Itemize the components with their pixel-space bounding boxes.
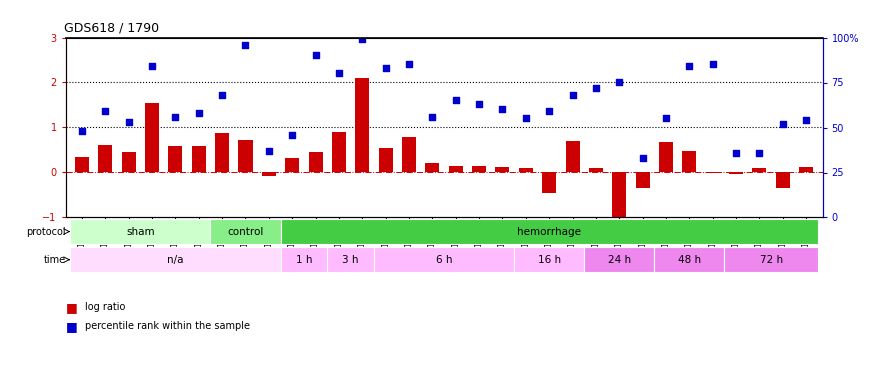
Text: n/a: n/a (167, 255, 184, 265)
Text: 16 h: 16 h (537, 255, 561, 265)
Point (379, 65, 393, 71)
Text: 3 h: 3 h (342, 255, 359, 265)
Text: sham: sham (126, 226, 155, 237)
Bar (192, 146, 206, 172)
Bar (309, 152, 323, 172)
Point (635, 155, 649, 161)
Bar (281, 247, 327, 272)
Text: time: time (44, 255, 66, 265)
Point (659, 116, 673, 122)
Bar (776, 172, 790, 188)
Bar (211, 219, 281, 244)
Point (98, 108, 112, 114)
Point (776, 121, 790, 127)
Point (215, 92, 229, 98)
Bar (425, 164, 439, 172)
Point (285, 132, 299, 138)
Point (682, 63, 696, 69)
Bar (332, 132, 346, 172)
Bar (584, 247, 654, 272)
Point (145, 63, 159, 69)
Bar (473, 166, 487, 172)
Bar (239, 140, 253, 172)
Bar (281, 219, 818, 244)
Bar (565, 141, 579, 172)
Bar (589, 168, 603, 172)
Bar (168, 146, 182, 172)
Point (706, 62, 720, 68)
Bar (75, 157, 89, 172)
Point (402, 62, 416, 68)
Bar (519, 168, 533, 172)
Point (262, 148, 276, 154)
Text: GDS618 / 1790: GDS618 / 1790 (64, 22, 159, 35)
Point (589, 85, 603, 91)
Text: control: control (228, 226, 263, 237)
Point (332, 70, 346, 76)
Bar (70, 247, 281, 272)
Text: protocol: protocol (26, 226, 66, 237)
Point (495, 106, 509, 112)
Bar (355, 78, 369, 172)
Point (239, 42, 253, 48)
Text: ■: ■ (66, 301, 77, 314)
Bar (122, 152, 136, 172)
Bar (542, 172, 556, 193)
Bar (327, 247, 374, 272)
Text: percentile rank within the sample: percentile rank within the sample (85, 321, 250, 331)
Bar (215, 133, 229, 172)
Bar (374, 247, 514, 272)
Bar (285, 158, 299, 172)
Point (612, 80, 626, 86)
Point (565, 92, 579, 98)
Point (449, 98, 463, 104)
Bar (729, 172, 743, 174)
Bar (612, 172, 626, 220)
Point (729, 150, 743, 156)
Point (799, 117, 813, 123)
Bar (706, 172, 720, 173)
Bar (514, 247, 584, 272)
Point (355, 36, 369, 42)
Bar (724, 247, 818, 272)
Bar (262, 172, 276, 176)
Point (473, 101, 487, 107)
Bar (402, 137, 416, 172)
Text: 6 h: 6 h (436, 255, 452, 265)
Point (122, 119, 136, 125)
Bar (659, 142, 673, 172)
Point (192, 110, 206, 116)
Point (542, 108, 556, 114)
Point (75, 128, 89, 134)
Bar (752, 168, 766, 172)
Bar (98, 146, 112, 172)
Point (425, 114, 439, 120)
Text: log ratio: log ratio (85, 303, 125, 312)
Bar (145, 103, 159, 172)
Text: 48 h: 48 h (678, 255, 701, 265)
Point (752, 150, 766, 156)
Bar (379, 148, 393, 172)
Point (168, 114, 182, 120)
Bar (654, 247, 724, 272)
Point (519, 116, 533, 122)
Bar (449, 166, 463, 172)
Bar (70, 219, 211, 244)
Text: hemorrhage: hemorrhage (517, 226, 581, 237)
Text: 72 h: 72 h (760, 255, 782, 265)
Bar (495, 166, 509, 172)
Bar (799, 167, 813, 172)
Text: ■: ■ (66, 320, 77, 333)
Point (309, 53, 323, 58)
Text: 1 h: 1 h (296, 255, 312, 265)
Bar (682, 151, 696, 172)
Bar (635, 172, 649, 188)
Text: 24 h: 24 h (608, 255, 631, 265)
